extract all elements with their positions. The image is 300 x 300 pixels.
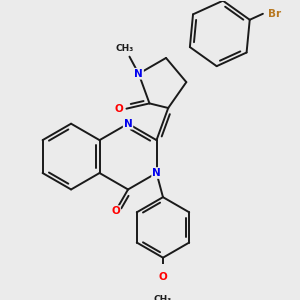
Text: O: O xyxy=(159,272,167,282)
Text: CH₃: CH₃ xyxy=(154,295,172,300)
Text: N: N xyxy=(152,168,161,178)
Text: O: O xyxy=(114,104,123,114)
Text: CH₃: CH₃ xyxy=(115,44,133,53)
Text: N: N xyxy=(134,69,143,79)
Text: O: O xyxy=(111,206,120,216)
Text: Br: Br xyxy=(268,9,281,19)
Text: N: N xyxy=(124,119,132,129)
